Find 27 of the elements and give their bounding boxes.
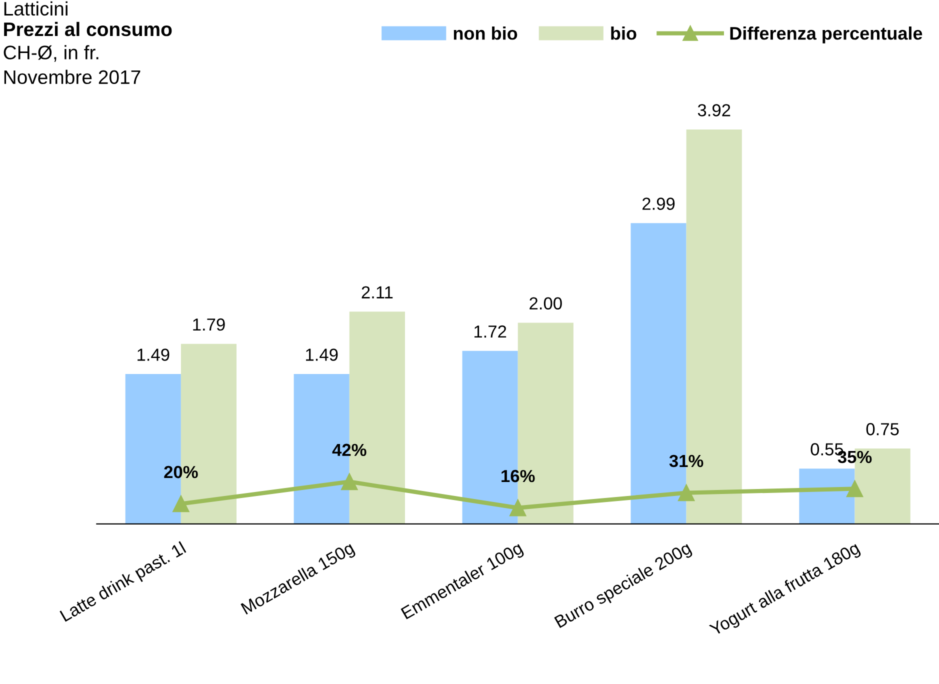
point xyxy=(510,500,526,516)
data-label: 31% xyxy=(669,454,704,468)
chart-subtitle: Prezzi al consumo xyxy=(4,22,172,36)
bar xyxy=(799,468,855,524)
text: CH-Ø, in fr. xyxy=(4,45,98,62)
data-label: 0.75 xyxy=(866,423,899,436)
legend-label: bio xyxy=(611,26,636,40)
data-label: 1.72 xyxy=(474,325,506,338)
data-label: 1.79 xyxy=(193,318,225,331)
x-tick-label: Latte drink past. 1l xyxy=(59,541,188,625)
legend-label: Differenza percentuale xyxy=(730,26,922,44)
data-label: 16% xyxy=(502,470,535,482)
data-label: 42% xyxy=(332,444,366,456)
data-label: 2.00 xyxy=(530,297,562,310)
data-label: 3.92 xyxy=(698,104,730,116)
point xyxy=(172,496,190,512)
data-label: 1.49 xyxy=(306,348,338,361)
point xyxy=(846,480,864,498)
text: Novembre 2017 xyxy=(4,70,140,84)
legend-label: non bio xyxy=(454,26,518,40)
data-label: 2.11 xyxy=(362,286,393,298)
data-label: 20% xyxy=(164,466,198,478)
point xyxy=(678,484,695,502)
data-label: 2.99 xyxy=(642,198,675,210)
chart-title: Latticini xyxy=(4,1,68,16)
point xyxy=(341,473,358,490)
data-label: 1.49 xyxy=(138,348,170,361)
